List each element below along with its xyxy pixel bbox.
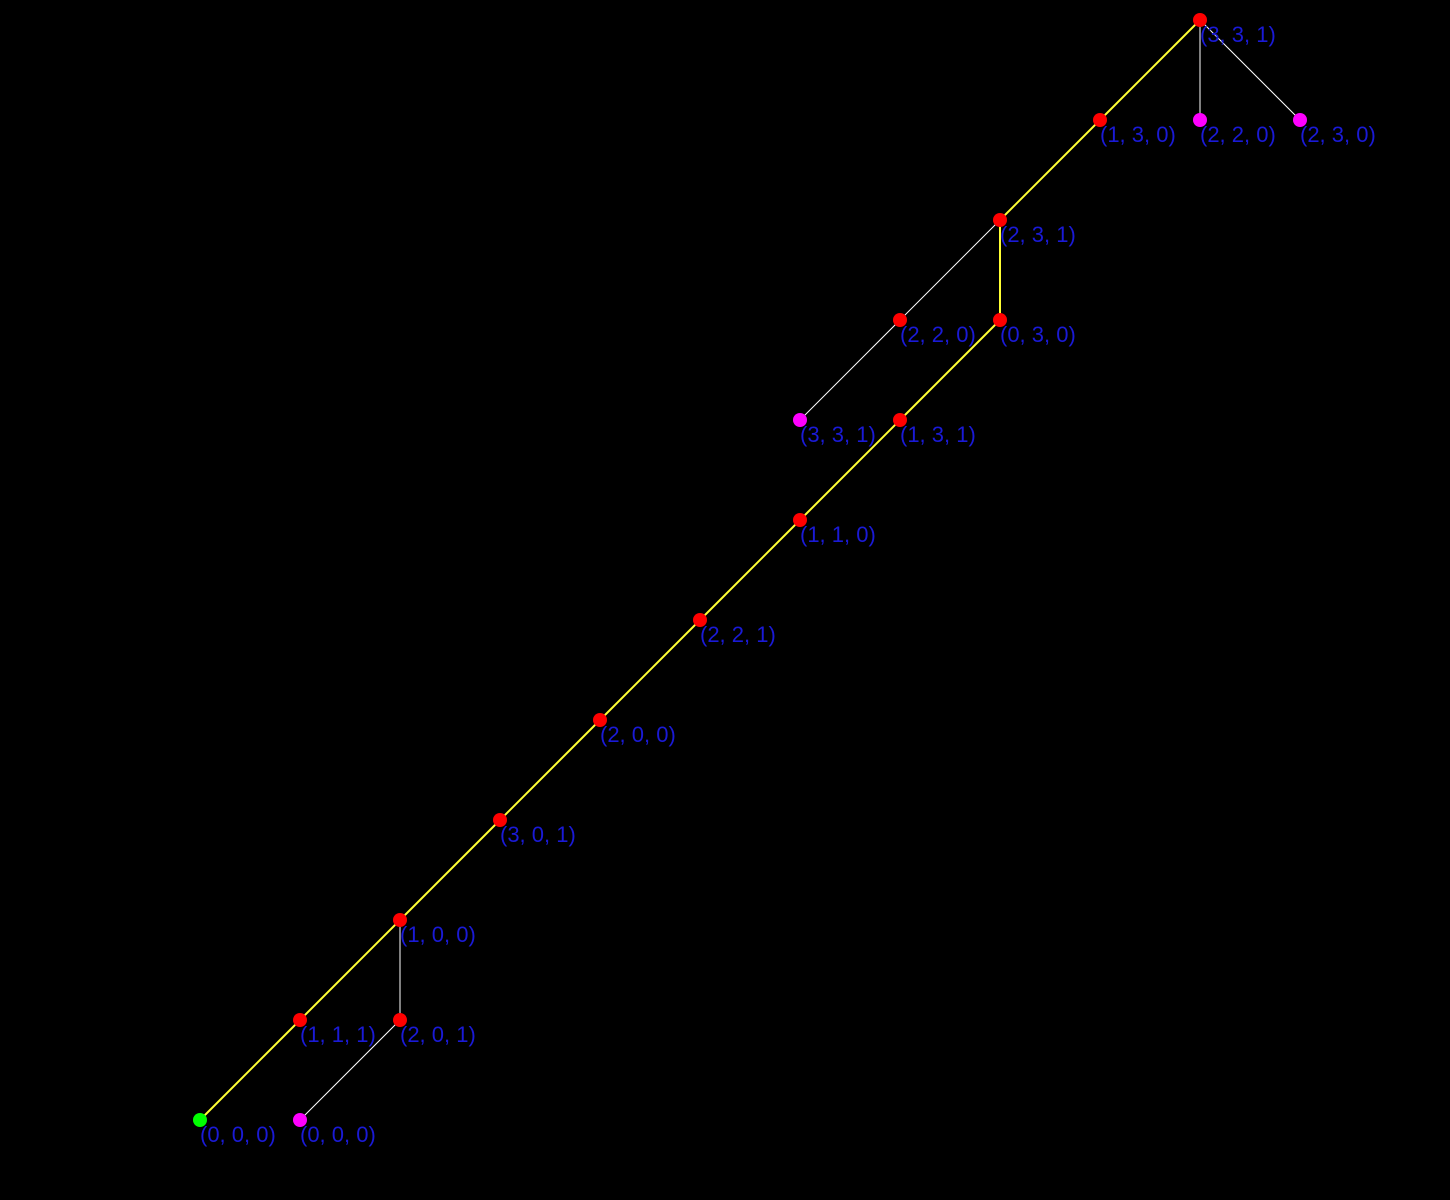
leaf-node — [293, 1113, 307, 1127]
node-label: (0, 3, 0) — [1000, 322, 1076, 347]
path-edge — [699, 519, 801, 621]
internal-node — [393, 913, 407, 927]
node-label: (1, 1, 0) — [800, 522, 876, 547]
label-layer: (0, 0, 0) (0, 0, 0) (1, 1, 1) (2, 0, 1) (1, … — [200, 22, 1376, 1147]
edge-layer — [199, 19, 1301, 1121]
internal-node — [593, 713, 607, 727]
node-label: (1, 3, 0) — [1100, 122, 1176, 147]
node-label: (3, 3, 1) — [1200, 22, 1276, 47]
path-edge — [999, 119, 1101, 221]
path-edge — [899, 319, 1001, 421]
node-label: (2, 2, 0) — [1200, 122, 1276, 147]
internal-node — [993, 213, 1007, 227]
path-edge — [499, 719, 601, 821]
leaf-node — [793, 413, 807, 427]
internal-node — [493, 813, 507, 827]
node-layer — [193, 13, 1307, 1127]
internal-node — [793, 513, 807, 527]
node-label: (0, 0, 0) — [300, 1122, 376, 1147]
tree-edge — [299, 1019, 401, 1121]
tree-edge — [899, 219, 1001, 321]
path-edge — [199, 1019, 301, 1121]
tree-edge — [799, 319, 901, 421]
leaf-node — [1193, 113, 1207, 127]
node-label: (1, 1, 1) — [300, 1022, 376, 1047]
internal-node — [1193, 13, 1207, 27]
node-label: (3, 3, 1) — [800, 422, 876, 447]
path-edge — [299, 919, 401, 1021]
internal-node — [293, 1013, 307, 1027]
node-label: (2, 0, 1) — [400, 1022, 476, 1047]
internal-node — [993, 313, 1007, 327]
node-label: (2, 2, 1) — [700, 622, 776, 647]
path-edge — [399, 819, 501, 921]
tree-edge — [1199, 19, 1301, 121]
node-label: (2, 3, 0) — [1300, 122, 1376, 147]
node-label: (2, 2, 0) — [900, 322, 976, 347]
internal-node — [1093, 113, 1107, 127]
node-label: (2, 3, 1) — [1000, 222, 1076, 247]
node-label: (1, 3, 1) — [900, 422, 976, 447]
internal-node — [893, 413, 907, 427]
internal-node — [893, 313, 907, 327]
start-node — [193, 1113, 207, 1127]
internal-node — [693, 613, 707, 627]
leaf-node — [1293, 113, 1307, 127]
node-label: (1, 0, 0) — [400, 922, 476, 947]
path-edge — [599, 619, 701, 721]
path-edge — [1099, 19, 1201, 121]
internal-node — [393, 1013, 407, 1027]
node-label: (0, 0, 0) — [200, 1122, 276, 1147]
path-edge — [799, 419, 901, 521]
node-label: (3, 0, 1) — [500, 822, 576, 847]
node-label: (2, 0, 0) — [600, 722, 676, 747]
